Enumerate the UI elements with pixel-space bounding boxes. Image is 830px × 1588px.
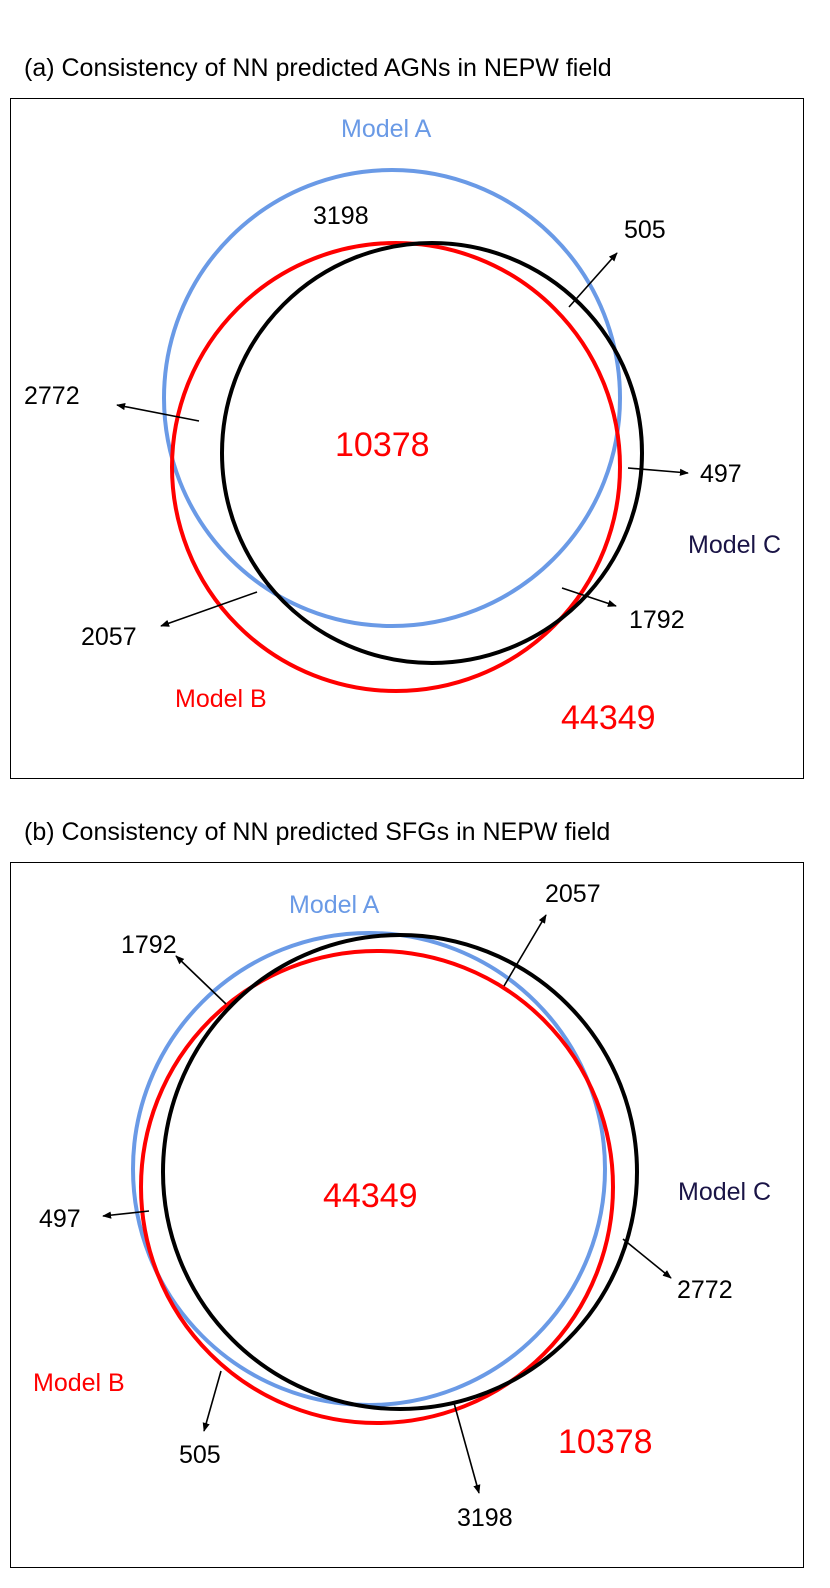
arrow-a-c bbox=[503, 914, 547, 987]
count-a-c: 2057 bbox=[545, 880, 601, 908]
panel-b-frame: Model A Model B Model C 44349 10378 2057… bbox=[10, 862, 804, 1568]
arrow-b-c bbox=[453, 1402, 481, 1494]
panel-b-title: (b) Consistency of NN predicted SFGs in … bbox=[24, 818, 611, 846]
center-count: 10378 bbox=[335, 426, 430, 464]
panel-a-title: (a) Consistency of NN predicted AGNs in … bbox=[24, 54, 612, 82]
arrow-b-only bbox=[160, 591, 258, 627]
count-c-only: 497 bbox=[700, 460, 742, 488]
model-a-label: Model A bbox=[289, 891, 380, 919]
arrow-a-only bbox=[202, 1370, 222, 1432]
count-a-b: 2772 bbox=[24, 382, 80, 410]
center-count: 44349 bbox=[323, 1177, 418, 1215]
arrow-b-only bbox=[102, 1210, 150, 1219]
model-a-label: Model A bbox=[341, 115, 432, 143]
arrow-a-b bbox=[175, 955, 227, 1005]
panel-a-frame: Model A Model B Model C 10378 44349 3198… bbox=[10, 98, 804, 779]
model-c-label: Model C bbox=[688, 531, 781, 559]
arrow-b-c bbox=[561, 587, 617, 607]
outside-count: 10378 bbox=[558, 1423, 653, 1461]
model-a-circle bbox=[162, 168, 622, 628]
count-a-b: 1792 bbox=[121, 931, 177, 959]
model-c-circle bbox=[161, 933, 639, 1411]
model-a-circle bbox=[131, 931, 607, 1407]
panel-b-venn-diagram: Model A Model B Model C 44349 10378 2057… bbox=[33, 880, 771, 1532]
count-b-only: 497 bbox=[39, 1205, 81, 1233]
count-a-only: 505 bbox=[179, 1441, 221, 1469]
count-a-c: 505 bbox=[624, 216, 666, 244]
model-b-label: Model B bbox=[175, 685, 267, 713]
arrow-c-only bbox=[622, 1238, 672, 1279]
model-c-label: Model C bbox=[678, 1178, 771, 1206]
count-b-c: 3198 bbox=[457, 1504, 513, 1532]
count-b-only: 2057 bbox=[81, 623, 137, 651]
arrow-c-only bbox=[627, 467, 689, 476]
outside-count: 44349 bbox=[561, 699, 656, 737]
model-b-circle bbox=[170, 241, 622, 693]
arrow-a-b bbox=[116, 403, 200, 422]
model-c-circle bbox=[220, 241, 644, 665]
arrow-a-c bbox=[568, 252, 618, 308]
model-b-label: Model B bbox=[33, 1369, 125, 1397]
model-b-circle bbox=[139, 949, 615, 1425]
count-a-only: 3198 bbox=[313, 202, 369, 230]
count-b-c: 1792 bbox=[629, 606, 685, 634]
count-c-only: 2772 bbox=[677, 1276, 733, 1304]
panel-a-venn-diagram: Model A Model B Model C 10378 44349 3198… bbox=[24, 115, 781, 737]
